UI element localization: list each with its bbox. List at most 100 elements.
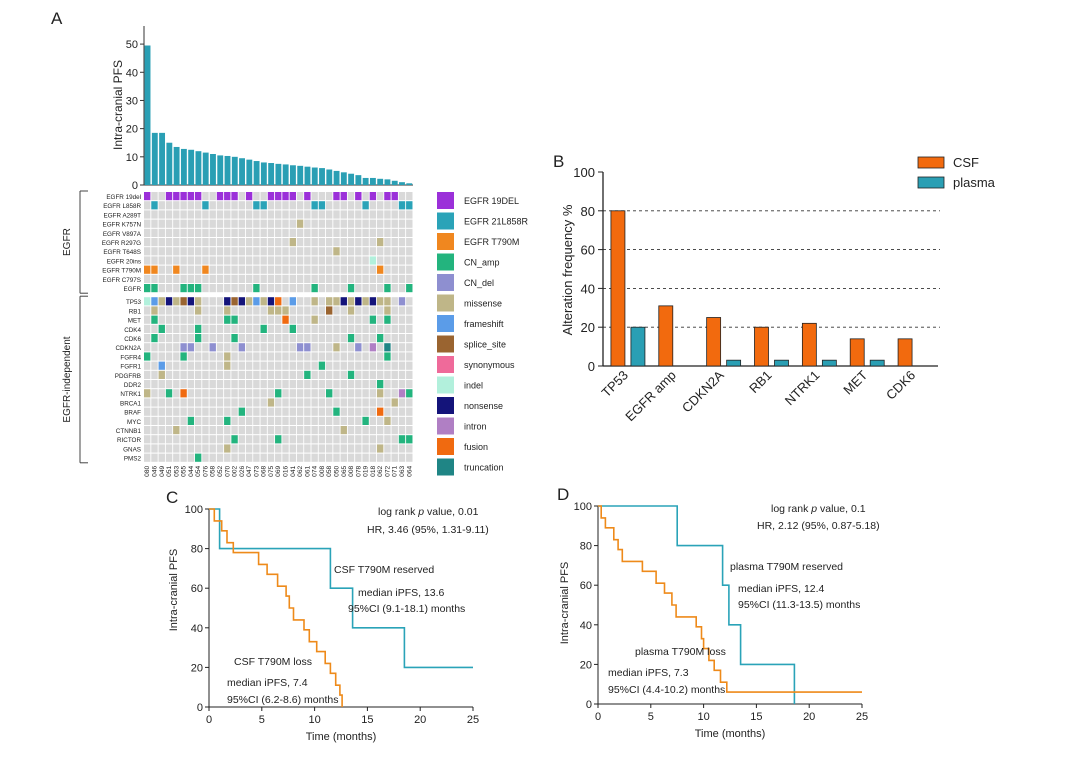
oncoprint-cell [289, 306, 296, 315]
oncoprint-cell [216, 238, 224, 247]
oncoprint-cell [340, 361, 347, 370]
oncoprint-cell [311, 426, 318, 435]
a-bar [348, 173, 355, 185]
a-bar [210, 154, 216, 185]
d-ylabel: Intra-cranial PFS [559, 562, 571, 645]
oncoprint-cell [406, 416, 413, 425]
oncoprint-cell [194, 407, 202, 416]
oncoprint-cell [173, 389, 180, 398]
oncoprint-cell [289, 210, 296, 219]
oncoprint-column-label: 064 [406, 465, 413, 476]
oncoprint-cell [224, 247, 231, 256]
oncoprint-row-label: MYC [127, 419, 141, 426]
oncoprint-cell [194, 343, 202, 352]
a-bar [355, 175, 362, 185]
oncoprint-cell [347, 435, 355, 444]
a-bar [268, 163, 275, 185]
oncoprint-cell [362, 201, 369, 210]
oncoprint-cell [173, 247, 180, 256]
oncoprint-cell [202, 407, 209, 416]
oncoprint-cell [231, 238, 238, 247]
b-ylabel: Alteration frequency % [560, 204, 575, 335]
oncoprint-cell [347, 444, 355, 453]
oncoprint-cell [275, 435, 282, 444]
oncoprint-cell [384, 380, 391, 389]
oncoprint-cell [253, 352, 260, 361]
oncoprint-cell [267, 256, 275, 265]
oncoprint-cell [296, 256, 304, 265]
oncoprint-cell [245, 265, 253, 274]
b-ytick-label: 0 [588, 359, 595, 374]
oncoprint-cell [275, 247, 282, 256]
oncoprint-cell [260, 352, 267, 361]
oncoprint-cell [151, 324, 158, 333]
oncoprint-cell [209, 247, 216, 256]
oncoprint-cell [253, 192, 260, 201]
oncoprint-cell [165, 352, 173, 361]
oncoprint-cell [260, 274, 267, 283]
oncoprint-cell [245, 435, 253, 444]
oncoprint-cell [304, 247, 311, 256]
oncoprint-cell [376, 265, 384, 274]
oncoprint-cell [311, 324, 318, 333]
panel-label-c: C [166, 488, 178, 507]
a-ytick-label: 20 [126, 124, 138, 136]
oncoprint-cell [347, 407, 355, 416]
oncoprint-cell [144, 334, 151, 343]
km-ytick-label: 60 [191, 583, 203, 595]
oncoprint-cell [158, 398, 165, 407]
oncoprint-cell [187, 201, 195, 210]
oncoprint-cell [406, 210, 413, 219]
oncoprint-cell [406, 201, 413, 210]
oncoprint-cell [231, 228, 238, 237]
oncoprint-cell [333, 444, 340, 453]
oncoprint-cell [216, 370, 224, 379]
oncoprint-cell [406, 444, 413, 453]
oncoprint-cell [289, 380, 296, 389]
oncoprint-cell [340, 201, 347, 210]
oncoprint-cell [376, 453, 384, 462]
oncoprint-cell [282, 192, 289, 201]
oncoprint-cell [275, 352, 282, 361]
oncoprint-cell [304, 444, 311, 453]
legend-swatch [437, 458, 454, 476]
a-bar [297, 165, 304, 185]
oncoprint-cell [296, 192, 304, 201]
oncoprint-cell [406, 324, 413, 333]
oncoprint-cell [340, 416, 347, 425]
oncoprint-cell [304, 334, 311, 343]
oncoprint-groups: EGFR EGFR-independent [62, 190, 88, 464]
oncoprint-cell [398, 315, 406, 324]
oncoprint-cell [362, 256, 369, 265]
oncoprint-cell [282, 361, 289, 370]
b-ytick-label: 100 [573, 165, 595, 180]
oncoprint-cell [289, 444, 296, 453]
a-bar [231, 156, 238, 185]
oncoprint-cell [173, 274, 180, 283]
oncoprint-cell [347, 334, 355, 343]
oncoprint-row-label: EGFR [124, 286, 142, 293]
oncoprint-cell [347, 324, 355, 333]
oncoprint-cell [245, 306, 253, 315]
oncoprint-cell [216, 256, 224, 265]
oncoprint-cell [355, 201, 362, 210]
oncoprint-cell [253, 265, 260, 274]
oncoprint-cell [318, 274, 326, 283]
oncoprint-cell [202, 265, 209, 274]
oncoprint-cell [282, 324, 289, 333]
oncoprint-cell [253, 426, 260, 435]
oncoprint-cell [340, 315, 347, 324]
oncoprint-cell [391, 435, 398, 444]
a-bar [304, 166, 311, 185]
oncoprint-cell [144, 380, 151, 389]
oncoprint-cell [304, 370, 311, 379]
oncoprint-cell [194, 352, 202, 361]
oncoprint-cell [245, 444, 253, 453]
oncoprint-cell [340, 444, 347, 453]
oncoprint-cell [362, 228, 369, 237]
oncoprint-cell [384, 210, 391, 219]
oncoprint-cell [376, 416, 384, 425]
oncoprint-cell [180, 306, 187, 315]
oncoprint-cell [165, 361, 173, 370]
oncoprint-cell [398, 210, 406, 219]
